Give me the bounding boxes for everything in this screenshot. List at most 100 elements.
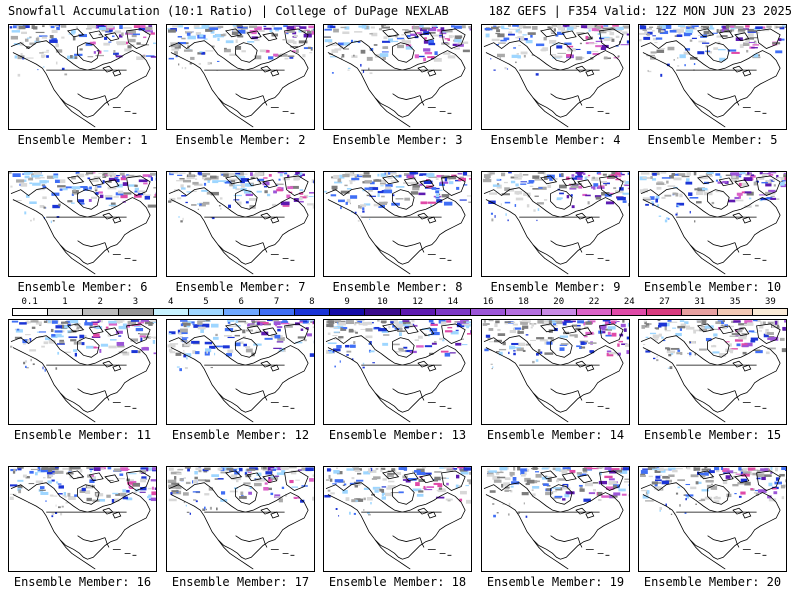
map-boundary [540, 470, 593, 484]
snow-cell [493, 69, 496, 71]
snow-cell [68, 496, 76, 500]
snow-cell [583, 335, 588, 338]
snow-cell [116, 41, 125, 44]
snow-cell [551, 25, 558, 27]
snow-cell [201, 189, 208, 192]
snow-cell [122, 496, 128, 500]
snow-cell [16, 25, 21, 30]
snow-cell [708, 27, 715, 30]
snow-cell [134, 187, 139, 192]
snow-cell [77, 323, 81, 327]
snow-cell [79, 202, 85, 205]
snow-cell [150, 177, 153, 181]
snow-cell [766, 25, 772, 28]
snow-cell [110, 339, 117, 341]
snow-cell [503, 482, 510, 486]
snow-cell [35, 31, 45, 34]
snow-cell [197, 208, 199, 210]
colorbar-swatch [471, 309, 507, 315]
snow-cell [738, 467, 742, 471]
snow-cell [113, 52, 119, 55]
snow-cell [439, 467, 446, 469]
snow-cell [324, 36, 331, 38]
snow-cell [456, 186, 460, 190]
map-boundary [270, 254, 295, 261]
map-boundary [441, 175, 466, 196]
snow-cell [677, 325, 686, 329]
map-boundary [77, 93, 106, 100]
snow-cell [507, 33, 515, 36]
snow-cell [412, 184, 421, 188]
snow-cell [562, 322, 567, 326]
snow-cell [24, 334, 31, 336]
colorbar-label: 7 [273, 297, 280, 307]
snow-cell [704, 467, 708, 469]
snow-cell [761, 173, 768, 178]
snow-cell [339, 360, 341, 363]
snow-cell [155, 174, 156, 177]
snow-cell [362, 207, 365, 210]
map-boundary [262, 537, 268, 548]
snow-cell [449, 352, 456, 354]
snow-cell [457, 467, 466, 469]
ensemble-map-panel [481, 24, 630, 130]
snow-cell [338, 321, 346, 326]
snow-cell [463, 467, 471, 471]
snow-cell [432, 27, 437, 29]
snow-cell [745, 39, 750, 44]
snow-cell [556, 25, 562, 29]
snow-cell [609, 31, 615, 36]
snow-cell [390, 180, 397, 182]
snow-cell [118, 351, 128, 354]
snow-cell [360, 49, 366, 54]
snow-cell [62, 188, 68, 191]
snow-cell [76, 327, 80, 330]
snow-cell [56, 26, 60, 31]
snow-cell [298, 197, 303, 201]
snow-cell [562, 487, 571, 490]
snow-cell [337, 178, 342, 183]
snow-cell [434, 476, 441, 481]
snow-cell [779, 182, 785, 186]
snow-cell [152, 340, 156, 344]
map-boundary [575, 507, 595, 519]
colorbar-swatches [12, 308, 788, 316]
map-boundary [126, 28, 151, 49]
snow-cell [427, 39, 434, 44]
snow-cell [523, 192, 531, 196]
snow-cell [128, 473, 137, 475]
snow-cell [85, 320, 88, 323]
snow-cell [190, 56, 195, 60]
snow-cell [243, 482, 251, 485]
snow-cell [49, 35, 54, 39]
snow-cell [179, 368, 182, 372]
snow-cell [784, 320, 786, 323]
snow-cell [370, 181, 375, 185]
snow-cell [414, 339, 419, 341]
snow-cell [709, 174, 713, 177]
snow-cell [358, 323, 365, 326]
snow-cell [770, 336, 779, 341]
snow-cell [561, 173, 564, 177]
map-background [482, 320, 629, 424]
snow-cell [717, 326, 721, 331]
snow-cell [364, 321, 373, 325]
snow-cell [349, 173, 357, 176]
map-background [167, 467, 314, 571]
snow-cell [543, 483, 549, 486]
snow-cell [153, 187, 156, 189]
map-boundary [427, 254, 452, 261]
snow-cell [238, 176, 246, 180]
snow-cell [642, 468, 651, 470]
snow-cell [583, 498, 591, 502]
snow-cell [28, 177, 34, 181]
snow-cell [415, 482, 420, 487]
snow-cell [338, 336, 344, 339]
snow-cell [423, 31, 430, 35]
snow-cell [234, 334, 241, 337]
snow-cell [715, 495, 718, 498]
snow-cell [423, 485, 426, 490]
snow-cell [580, 341, 585, 345]
snow-cell [462, 172, 468, 176]
snow-cell [267, 469, 276, 471]
